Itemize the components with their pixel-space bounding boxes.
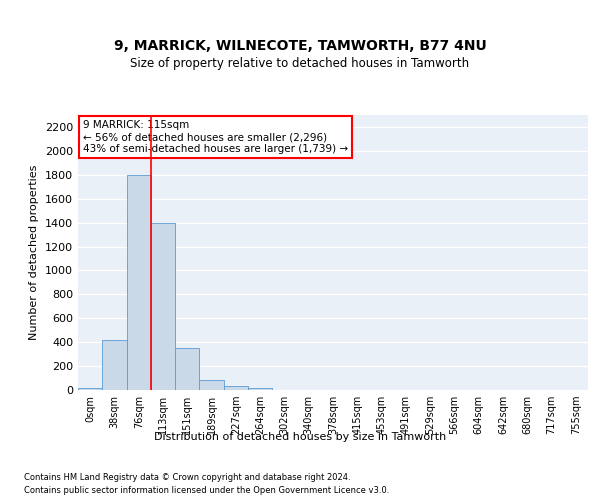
Bar: [127, 175, 151, 390]
Bar: [151, 222, 175, 390]
Bar: [199, 380, 224, 390]
Bar: [248, 388, 272, 390]
Bar: [78, 388, 102, 390]
Text: Distribution of detached houses by size in Tamworth: Distribution of detached houses by size …: [154, 432, 446, 442]
Y-axis label: Number of detached properties: Number of detached properties: [29, 165, 40, 340]
Text: Size of property relative to detached houses in Tamworth: Size of property relative to detached ho…: [130, 57, 470, 70]
Text: 9, MARRICK, WILNECOTE, TAMWORTH, B77 4NU: 9, MARRICK, WILNECOTE, TAMWORTH, B77 4NU: [113, 38, 487, 52]
Text: 9 MARRICK: 115sqm
← 56% of detached houses are smaller (2,296)
43% of semi-detac: 9 MARRICK: 115sqm ← 56% of detached hous…: [83, 120, 348, 154]
Bar: [224, 386, 248, 390]
Bar: [102, 340, 127, 390]
Text: Contains HM Land Registry data © Crown copyright and database right 2024.: Contains HM Land Registry data © Crown c…: [24, 472, 350, 482]
Bar: [175, 348, 199, 390]
Text: Contains public sector information licensed under the Open Government Licence v3: Contains public sector information licen…: [24, 486, 389, 495]
